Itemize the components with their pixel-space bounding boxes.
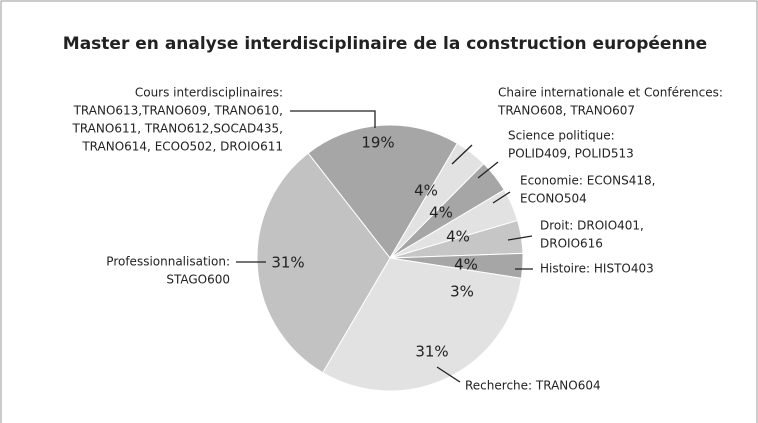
slice-label: TRANO613,TRANO609, TRANO610,	[73, 104, 283, 118]
pie-slice	[307, 124, 458, 259]
slice-value-label: 31%	[271, 254, 304, 272]
slice-label: Professionnalisation:	[106, 255, 230, 269]
slice-value-label: 4%	[414, 182, 438, 200]
slice-value-label: 4%	[454, 256, 478, 274]
slice-value-label: 3%	[450, 283, 474, 301]
slice-value-label: 4%	[446, 228, 470, 246]
slice-label: TRANO611, TRANO612,SOCAD435,	[72, 122, 284, 136]
slice-label: Recherche: TRANO604	[465, 379, 601, 393]
slice-label: Cours interdisciplinaires:	[135, 86, 283, 100]
pie-slice	[322, 257, 523, 392]
leader-line	[492, 191, 511, 204]
slice-label: STAGO600	[166, 273, 230, 287]
leader-line	[436, 366, 461, 383]
pie-slice	[256, 152, 391, 374]
slice-label: TRANO614, ECOO502, DROIO611	[81, 140, 283, 154]
slice-value-label: 4%	[429, 204, 453, 222]
chart-title: Master en analyse interdisciplinaire de …	[63, 34, 707, 54]
slice-label: Science politique:	[508, 129, 615, 143]
slice-value-label: 19%	[361, 134, 394, 152]
leader-line	[451, 144, 473, 165]
slice-label: Histoire: HISTO403	[540, 262, 654, 276]
slice-value-label: 31%	[415, 343, 448, 361]
slice-label: POLID409, POLID513	[508, 147, 634, 161]
slice-label: Chaire internationale et Conférences:	[498, 86, 723, 100]
slice-label: TRANO608, TRANO607	[497, 104, 635, 118]
slice-label: DROIO616	[540, 237, 603, 251]
leader-line	[290, 110, 376, 128]
leader-line	[507, 235, 533, 241]
leader-line	[477, 161, 499, 179]
slice-label: ECONO504	[520, 192, 587, 206]
slice-label: Economie: ECONS418,	[520, 174, 655, 188]
slice-label: Droit: DROIO401,	[540, 219, 644, 233]
